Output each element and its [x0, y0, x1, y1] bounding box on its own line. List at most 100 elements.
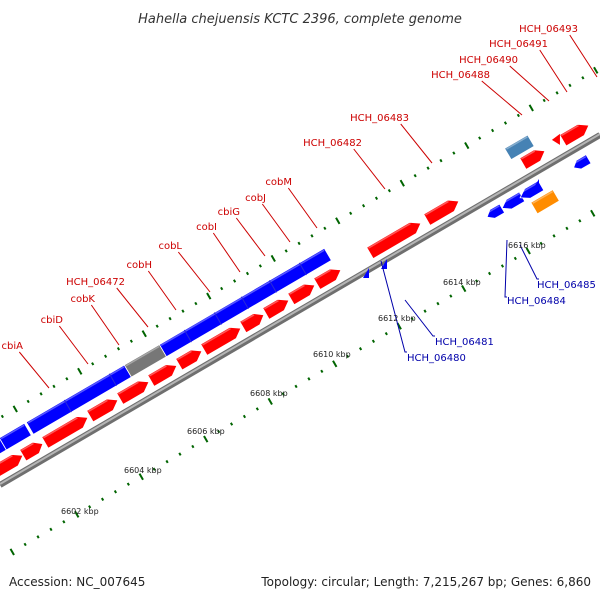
leader-line: [177, 251, 211, 293]
forward-gene-7[interactable]: [175, 349, 203, 371]
gene-label-forward[interactable]: cobH: [127, 260, 152, 271]
gene-label-forward[interactable]: cobK: [70, 294, 95, 305]
reverse-operon-gene-2[interactable]: [0, 422, 32, 451]
forward-gene-9[interactable]: [239, 313, 265, 334]
gene-label-forward[interactable]: HCH_06483: [350, 113, 409, 124]
forward-gene-2[interactable]: [19, 441, 44, 462]
leader-line: [261, 203, 291, 243]
forward-gene-10-shine: [264, 299, 279, 310]
leader-line: [212, 232, 241, 273]
forward-gene-14[interactable]: [423, 199, 460, 226]
forward-gene-11[interactable]: [287, 283, 316, 306]
outer-tick-major: [464, 142, 470, 150]
reverse-operon-gene-2-shine: [0, 424, 25, 440]
outer-tick-minor: [116, 347, 121, 351]
reverse-gene-tiny-1[interactable]: [363, 268, 369, 278]
outer-tick-minor: [39, 392, 43, 396]
inner-tick-minor: [229, 422, 234, 426]
gene-label-forward[interactable]: HCH_06493: [519, 24, 578, 35]
forward-gene-5[interactable]: [116, 380, 150, 405]
forward-gene-16[interactable]: [559, 123, 590, 147]
forward-gene-13[interactable]: [366, 221, 422, 260]
kbp-labels: 6602 kbp 6604 kbp 6606 kbp 6608 kbp 6610 kbp…: [61, 241, 546, 516]
reverse-gene-d[interactable]: [573, 154, 592, 170]
inner-tick-minor: [565, 226, 569, 231]
gene-label-forward[interactable]: HCH_06490: [459, 55, 518, 66]
outer-tick-minor: [181, 309, 185, 313]
inner-tick-minor: [500, 264, 505, 268]
inner-tick-minor: [384, 332, 388, 336]
forward-gene-6[interactable]: [147, 364, 178, 387]
label-leader-lines: [18, 34, 598, 389]
forward-gene-12[interactable]: [313, 268, 342, 291]
outer-tick-minor: [168, 316, 172, 321]
outer-tick-minor: [555, 91, 559, 95]
forward-gene-8[interactable]: [200, 326, 242, 356]
forward-gene-3[interactable]: [41, 416, 89, 449]
gene-label-forward[interactable]: HCH_06472: [66, 277, 125, 288]
gene-label-reverse[interactable]: HCH_06484: [507, 296, 566, 307]
inner-tick-minor: [371, 339, 376, 343]
leader-line: [58, 325, 89, 365]
forward-gene-1[interactable]: [0, 454, 24, 482]
outer-tick-minor: [323, 226, 327, 231]
inner-tick-major: [9, 548, 15, 556]
forward-gene-8-shine: [202, 327, 231, 346]
gene-label-reverse[interactable]: HCH_06481: [435, 337, 494, 348]
gene-label-forward[interactable]: cobL: [158, 241, 182, 252]
inner-tick-minor: [191, 444, 195, 449]
gene-label-forward[interactable]: HCH_06482: [303, 138, 362, 149]
leader-line: [116, 287, 149, 328]
reverse-operon-gene-4-shine: [160, 249, 325, 346]
unknown-gene[interactable]: [123, 344, 167, 378]
gene-label-forward[interactable]: cobM: [265, 177, 292, 188]
gene-label-forward[interactable]: cbiD: [41, 315, 64, 326]
inner-tick-minor: [578, 219, 582, 223]
outer-tick-minor: [426, 166, 430, 170]
outer-tick-major: [528, 104, 534, 112]
leader-line: [147, 270, 177, 311]
inner-tick-minor: [88, 505, 92, 509]
gene-label-reverse[interactable]: HCH_06485: [537, 280, 596, 291]
gene-label-forward[interactable]: HCH_06488: [431, 70, 490, 81]
outer-tick-minor: [245, 271, 250, 276]
genome-summary-text: Topology: circular; Length: 7,215,267 bp…: [260, 575, 591, 589]
gene-label-forward[interactable]: cbiA: [2, 341, 24, 352]
forward-gene-15-shine: [521, 150, 536, 160]
inner-tick-minor: [36, 535, 40, 539]
inner-tick-minor: [23, 542, 27, 547]
leader-line: [504, 239, 508, 298]
steelblue-gene[interactable]: [504, 134, 535, 161]
gene-label-forward[interactable]: cobJ: [245, 193, 266, 204]
reverse-gene-c[interactable]: [519, 180, 545, 199]
kbp-scale-label: 6602 kbp: [61, 507, 99, 516]
leader-line: [18, 351, 50, 389]
outer-tick-minor: [284, 249, 288, 253]
reverse-gene-a-shine: [485, 205, 500, 215]
outer-tick-minor: [413, 173, 417, 178]
reverse-gene-tiny-3[interactable]: [533, 179, 539, 189]
inner-tick-minor: [178, 452, 182, 456]
forward-gene-4[interactable]: [86, 398, 119, 423]
kbp-scale-label: 6610 kbp: [313, 350, 351, 359]
outer-tick-minor: [362, 204, 366, 208]
outer-tick-minor: [258, 264, 262, 268]
gene-label-forward[interactable]: HCH_06491: [489, 39, 548, 50]
inner-tick-minor: [358, 347, 363, 351]
inner-tick-major: [590, 209, 596, 217]
forward-gene-small[interactable]: [551, 133, 560, 145]
gene-label-forward[interactable]: cbiG: [218, 207, 240, 218]
leader-line: [481, 80, 523, 116]
outer-tick-minor: [297, 241, 301, 246]
operon-separator: [108, 373, 117, 387]
outer-tick-minor: [374, 196, 379, 200]
gene-label-forward[interactable]: cobI: [196, 222, 217, 233]
outer-tick-minor: [65, 377, 69, 381]
forward-gene-15[interactable]: [519, 149, 546, 170]
inner-tick-minor: [255, 407, 259, 411]
gene-label-reverse[interactable]: HCH_06480: [407, 353, 466, 364]
forward-gene-10[interactable]: [262, 298, 290, 320]
outer-tick-minor: [104, 354, 108, 358]
inner-tick-minor: [449, 294, 453, 298]
orange-gene[interactable]: [530, 189, 560, 215]
